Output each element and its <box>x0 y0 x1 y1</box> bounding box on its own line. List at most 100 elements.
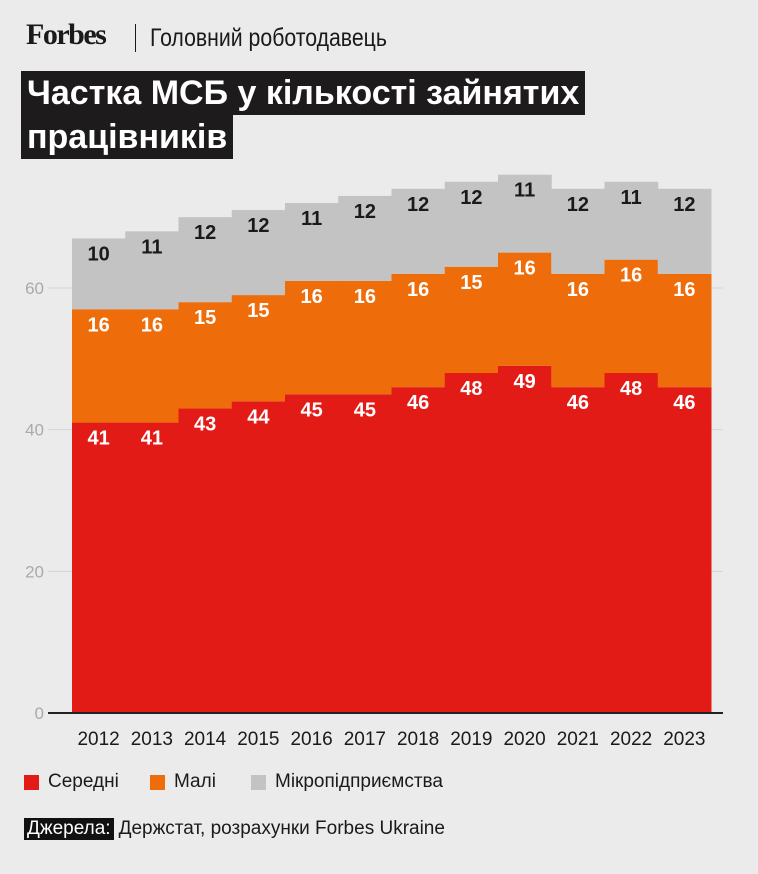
bar-segment <box>444 181 499 267</box>
bar-segment <box>231 295 286 402</box>
legend-label: Малі <box>174 771 216 792</box>
bar-segment <box>498 365 552 713</box>
bar-segment <box>338 195 392 281</box>
data-label: 44 <box>247 406 270 428</box>
bar-segment <box>231 210 286 296</box>
section-title: Головний роботодавець <box>150 24 387 52</box>
bar-segment <box>178 408 233 713</box>
bar-segment <box>178 302 233 409</box>
data-label: 12 <box>673 194 695 216</box>
data-label: 16 <box>514 258 536 280</box>
x-tick-label: 2013 <box>131 729 173 750</box>
forbes-logo: Forbes <box>26 18 107 51</box>
data-label: 11 <box>301 208 322 230</box>
bar-segment <box>604 373 659 713</box>
data-label: 46 <box>407 392 429 414</box>
bar-segment <box>551 273 605 388</box>
legend-label: Мікропідприємства <box>275 771 443 792</box>
bar-segment <box>72 309 126 423</box>
bar-segment <box>551 387 605 713</box>
bar-segment <box>657 273 712 388</box>
data-label: 16 <box>407 279 429 301</box>
data-label: 12 <box>567 194 589 216</box>
legend-swatch <box>251 774 266 790</box>
bar-segment <box>551 188 605 274</box>
data-label: 12 <box>354 201 376 223</box>
bar-segment <box>125 231 179 310</box>
x-tick-label: 2021 <box>557 729 599 750</box>
data-label: 16 <box>301 286 323 308</box>
x-tick-label: 2017 <box>344 729 386 750</box>
data-label: 15 <box>460 272 482 294</box>
bar-segment <box>391 273 446 388</box>
bar-segment <box>285 203 339 281</box>
y-tick-label: 20 <box>25 562 44 581</box>
bar-segment <box>338 280 392 395</box>
data-label: 16 <box>141 314 163 336</box>
y-tick-label: 60 <box>25 279 44 298</box>
chart-title-line-2: працівників <box>21 115 234 159</box>
data-label: 16 <box>673 279 695 301</box>
data-label: 48 <box>460 378 482 400</box>
data-label: 46 <box>567 392 589 414</box>
data-label: 48 <box>620 378 642 400</box>
x-tick-label: 2019 <box>450 729 492 750</box>
source-text: Держстат, розрахунки Forbes Ukraine <box>118 818 445 839</box>
bar-segment <box>444 373 499 713</box>
bar-segment <box>657 387 712 713</box>
bar-segment <box>72 238 126 310</box>
bar-segment <box>125 309 179 423</box>
x-tick-label: 2020 <box>503 729 545 750</box>
bar-segment <box>391 387 446 713</box>
x-tick-label: 2018 <box>397 729 439 750</box>
bar-segment <box>498 252 552 366</box>
bar-segment <box>285 394 339 713</box>
bar-segment <box>498 174 552 253</box>
data-label: 41 <box>141 428 163 450</box>
data-label: 16 <box>88 314 110 336</box>
bar-segment <box>657 188 712 274</box>
data-label: 49 <box>514 371 536 393</box>
source-note: Джерела: Держстат, розрахунки Forbes Ukr… <box>24 818 445 840</box>
data-label: 11 <box>621 187 642 209</box>
bar-segment <box>178 217 233 303</box>
chart-title-line-1: Частка МСБ у кількості зайнятих <box>21 71 586 115</box>
data-label: 46 <box>673 392 695 414</box>
legend-item-micro: Мікропідприємства <box>251 771 443 793</box>
bar-segment <box>604 259 659 373</box>
data-label: 11 <box>141 236 162 258</box>
data-label: 41 <box>88 428 110 450</box>
data-label: 15 <box>194 307 216 329</box>
data-label: 15 <box>247 300 269 322</box>
bar-segment <box>444 266 499 373</box>
x-tick-label: 2012 <box>77 729 119 750</box>
legend-label: Середні <box>48 771 119 792</box>
legend-swatch <box>24 774 39 790</box>
data-label: 45 <box>301 399 323 421</box>
bar-segment <box>604 181 659 260</box>
y-tick-label: 40 <box>25 421 44 440</box>
legend-item-medium: Середні <box>24 771 119 793</box>
data-label: 12 <box>247 215 269 237</box>
legend-item-small: Малі <box>150 771 216 793</box>
header-divider <box>135 24 136 52</box>
x-tick-label: 2014 <box>184 729 227 750</box>
data-label: 10 <box>88 243 110 265</box>
x-tick-label: 2023 <box>663 729 705 750</box>
x-tick-label: 2015 <box>237 729 279 750</box>
bar-segment <box>72 422 126 713</box>
x-tick-label: 2022 <box>610 729 652 750</box>
bar-segment <box>231 401 286 713</box>
data-label: 11 <box>514 180 535 202</box>
source-label: Джерела: <box>24 818 114 840</box>
data-label: 16 <box>354 286 376 308</box>
data-label: 12 <box>407 194 429 216</box>
data-label: 43 <box>194 413 216 435</box>
bar-segment <box>338 394 392 713</box>
bar-segment <box>125 422 179 713</box>
x-tick-label: 2016 <box>290 729 332 750</box>
data-label: 45 <box>354 399 376 421</box>
y-tick-label: 0 <box>35 704 44 723</box>
